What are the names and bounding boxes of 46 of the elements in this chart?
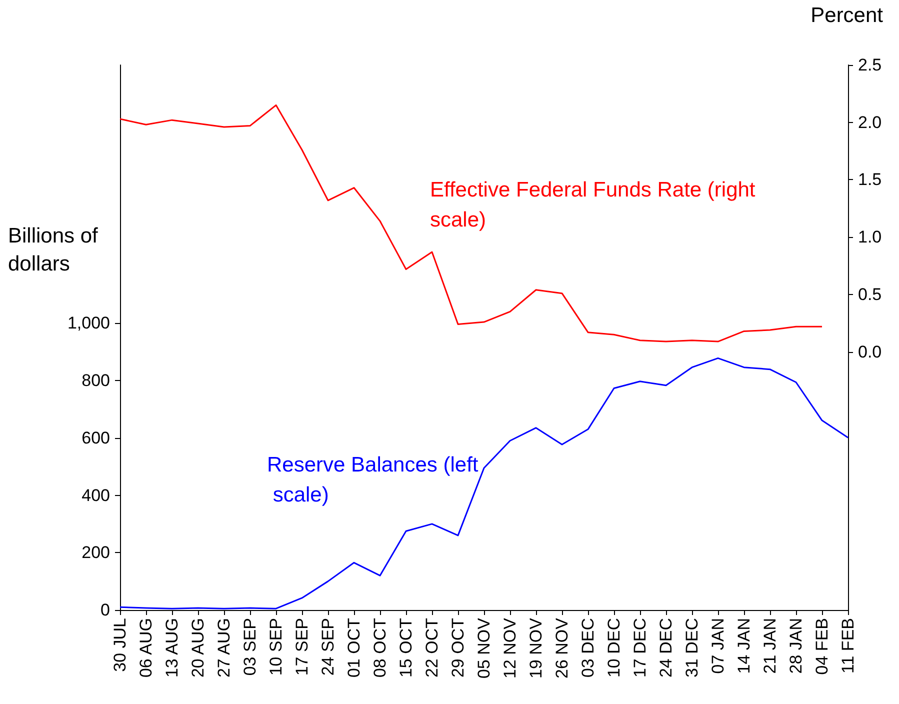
- y2-tick-label: 0.0: [858, 342, 882, 362]
- x-tick-label: 21 JAN: [760, 618, 780, 674]
- x-tick-label: 03 DEC: [578, 618, 598, 678]
- y-tick-label: 600: [82, 428, 110, 448]
- x-tick-label: 17 DEC: [630, 618, 650, 678]
- y-tick-label: 0: [100, 600, 110, 620]
- x-tick-label: 22 OCT: [422, 618, 442, 678]
- x-tick-label: 03 SEP: [240, 618, 260, 676]
- x-tick-label: 12 NOV: [500, 617, 520, 678]
- x-tick-label: 26 NOV: [552, 617, 572, 678]
- x-tick-label: 14 JAN: [734, 618, 754, 674]
- x-tick-label: 11 FEB: [838, 618, 858, 674]
- y-tick-label: 800: [82, 371, 110, 390]
- y2-tick-label: 1.5: [858, 170, 882, 190]
- x-tick-label: 08 OCT: [370, 618, 390, 678]
- x-tick-label: 28 JAN: [786, 618, 806, 674]
- x-tick-label: 30 JUL: [110, 618, 130, 672]
- line-series: [119, 104, 823, 342]
- y-axis-title: Billions of dollars: [8, 224, 104, 276]
- y-tick-label: 400: [82, 486, 110, 505]
- y2-tick-label: 2.0: [858, 112, 882, 132]
- x-tick-label: 29 OCT: [448, 618, 468, 678]
- x-tick-label: 27 AUG: [214, 618, 234, 678]
- x-tick-label: 24 DEC: [656, 618, 676, 678]
- x-tick-label: 24 SEP: [318, 618, 338, 676]
- x-tick-label: 15 OCT: [396, 618, 416, 678]
- x-tick-label: 10 DEC: [604, 618, 624, 678]
- y-tick-label: 1,000: [67, 314, 110, 333]
- x-tick-label: 07 JAN: [708, 618, 728, 674]
- series-label: Effective Federal Funds Rate (right scale): [430, 178, 762, 232]
- y2-tick-label: 0.5: [858, 284, 882, 304]
- y-tick-label: 200: [82, 543, 110, 562]
- x-tick-label: 19 NOV: [526, 617, 546, 678]
- x-tick-label: 10 SEP: [266, 618, 286, 676]
- x-tick-label: 13 AUG: [162, 618, 182, 678]
- y2-axis-title: Percent: [810, 4, 884, 27]
- series-label: Reserve Balances (left scale): [267, 454, 478, 506]
- x-tick-label: 05 NOV: [474, 617, 494, 678]
- y2-tick-label: 1.0: [858, 228, 882, 247]
- x-tick-label: 20 AUG: [188, 618, 208, 678]
- x-tick-label: 04 FEB: [812, 618, 832, 675]
- x-tick-label: 06 AUG: [136, 618, 156, 678]
- x-tick-label: 01 OCT: [344, 618, 364, 678]
- x-tick-label: 31 DEC: [682, 618, 702, 678]
- x-tick-label: 17 SEP: [292, 618, 312, 676]
- y2-tick-label: 2.5: [858, 56, 882, 74]
